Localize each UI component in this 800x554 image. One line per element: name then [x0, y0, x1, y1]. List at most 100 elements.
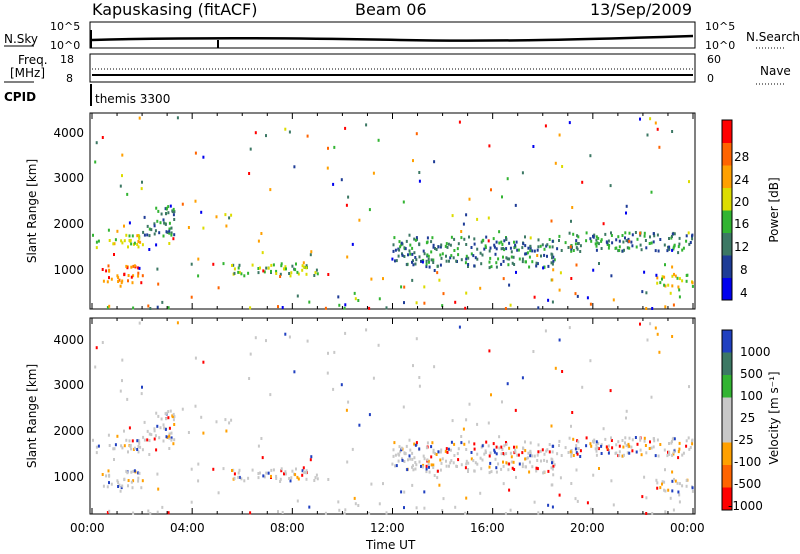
velocity-ytick-3000: 3000	[53, 378, 84, 392]
power-echo	[291, 264, 294, 268]
velocity-echo	[434, 452, 436, 455]
velocity-echo	[301, 469, 304, 473]
velocity-echo	[558, 439, 561, 443]
power-echo	[510, 255, 513, 259]
power-echo	[512, 255, 515, 259]
power-echo	[490, 188, 492, 192]
power-echo	[414, 256, 417, 259]
velocity-echo	[433, 474, 436, 477]
power-echo	[394, 259, 396, 263]
power-ytick-2000: 2000	[53, 217, 84, 231]
velocity-echo	[154, 434, 157, 438]
power-echo	[509, 246, 512, 250]
power-echo	[487, 239, 490, 243]
velocity-echo	[481, 458, 484, 462]
power-echo	[418, 179, 421, 183]
velocity-echo	[412, 464, 414, 468]
power-echo	[672, 247, 675, 251]
velocity-echo	[261, 456, 264, 460]
velocity-echo	[425, 464, 428, 468]
velocity-echo	[677, 450, 680, 454]
power-echo	[575, 239, 578, 243]
power-echo	[463, 237, 466, 241]
velocity-echo	[432, 450, 435, 454]
velocity-echo	[316, 477, 319, 481]
velocity-echo	[345, 408, 348, 412]
velocity-echo	[138, 441, 141, 445]
velocity-echo	[257, 476, 260, 480]
power-echo	[128, 221, 131, 225]
velocity-echo	[508, 446, 511, 450]
power-echo	[168, 221, 171, 225]
power-echo	[568, 231, 571, 235]
power-echo	[508, 283, 511, 287]
velocity-echo	[473, 469, 476, 473]
power-echo	[173, 210, 176, 214]
velocity-echo	[170, 438, 173, 442]
power-echo	[400, 243, 403, 247]
power-echo	[464, 306, 467, 310]
power-echo	[656, 281, 659, 285]
cpid-label: CPID	[4, 90, 36, 104]
velocity-echo	[408, 454, 411, 458]
power-echo	[353, 291, 356, 295]
velocity-echo	[521, 451, 524, 455]
power-echo	[488, 266, 491, 270]
power-echo	[169, 204, 172, 208]
velocity-echo	[518, 462, 521, 466]
velocity-echo	[571, 450, 573, 454]
velocity-echo	[465, 462, 468, 466]
power-echo	[535, 264, 538, 268]
velocity-echo	[202, 360, 205, 364]
power-echo	[589, 237, 592, 241]
power-echo	[121, 174, 123, 178]
velocity-echo	[403, 506, 405, 510]
velocity-echo	[168, 432, 171, 436]
velocity-echo	[418, 376, 421, 379]
velocity-echo	[116, 434, 119, 438]
velocity-echo	[495, 445, 498, 449]
power-echo	[137, 234, 140, 237]
power-echo	[510, 250, 513, 254]
velocity-echo	[596, 446, 599, 450]
velocity-echo	[123, 478, 126, 482]
power-echo	[595, 235, 598, 239]
power-echo	[515, 270, 517, 274]
velocity-echo	[447, 447, 450, 451]
velocity-echo	[259, 471, 261, 475]
power-echo	[137, 271, 140, 275]
power-echo	[688, 180, 690, 184]
power-echo	[415, 236, 418, 240]
velocity-echo	[430, 463, 433, 467]
velocity-echo	[142, 435, 145, 439]
power-echo	[332, 182, 335, 186]
velocity-echo	[645, 496, 648, 500]
velocity-echo	[423, 506, 426, 510]
power-cbar-segment	[722, 187, 732, 211]
power-echo	[455, 259, 458, 263]
velocity-echo	[358, 423, 361, 427]
velocity-echo	[197, 479, 200, 483]
power-echo	[528, 265, 531, 269]
power-echo	[597, 236, 600, 240]
velocity-echo	[525, 457, 528, 461]
velocity-echo	[628, 436, 631, 440]
velocity-echo	[333, 350, 336, 354]
velocity-echo	[636, 442, 639, 446]
velocity-echo	[545, 449, 548, 453]
velocity-echo	[194, 404, 197, 408]
power-echo	[564, 241, 567, 245]
velocity-echo	[669, 496, 672, 500]
power-echo	[257, 239, 260, 243]
power-echo	[305, 266, 308, 270]
velocity-echo	[598, 467, 600, 470]
power-echo	[609, 184, 612, 188]
power-echo	[547, 298, 550, 302]
power-echo	[370, 277, 373, 281]
velocity-echo	[167, 416, 170, 420]
power-echo	[606, 243, 609, 246]
power-echo	[522, 242, 525, 246]
velocity-echo	[305, 471, 308, 475]
velocity-echo	[631, 449, 634, 453]
velocity-echo	[618, 454, 621, 457]
